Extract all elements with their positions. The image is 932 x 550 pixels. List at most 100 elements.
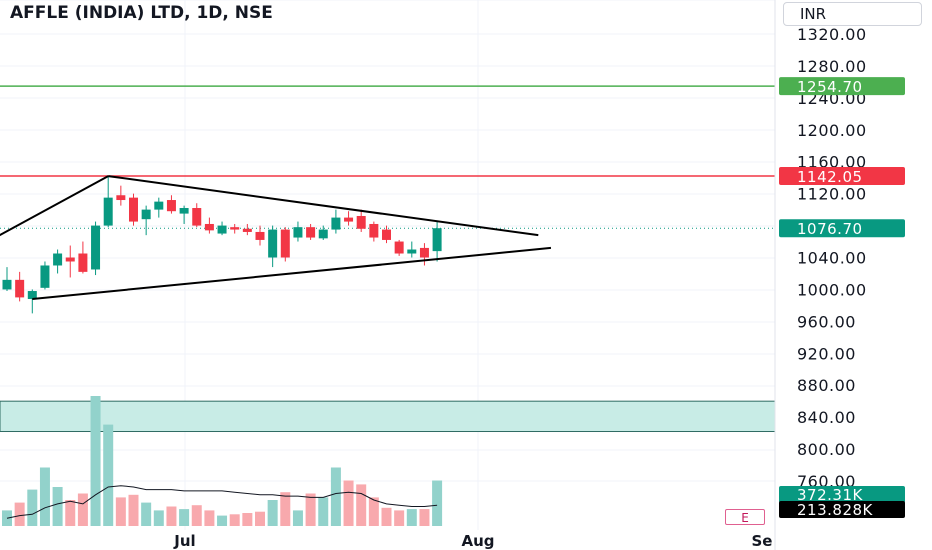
candle-body[interactable] bbox=[40, 265, 50, 288]
trendline[interactable] bbox=[0, 175, 109, 241]
trendline[interactable] bbox=[32, 246, 552, 301]
price-tag bbox=[779, 219, 905, 238]
price-tick-label: 1200.00 bbox=[797, 121, 867, 140]
volume-bar bbox=[52, 487, 63, 526]
volume-bar bbox=[166, 506, 177, 526]
candle-body[interactable] bbox=[179, 208, 189, 214]
volume-bar bbox=[368, 497, 379, 526]
volume-bar bbox=[356, 484, 367, 526]
candle-body[interactable] bbox=[419, 247, 429, 258]
price-tick-label: 800.00 bbox=[797, 440, 856, 459]
candle-body[interactable] bbox=[192, 208, 202, 226]
volume-bar bbox=[330, 467, 341, 526]
volume-bar bbox=[128, 494, 139, 526]
candle-body[interactable] bbox=[217, 225, 227, 234]
candle-body[interactable] bbox=[129, 197, 138, 222]
currency-selector[interactable]: INR bbox=[783, 2, 922, 26]
volume-bar bbox=[381, 507, 392, 526]
price-tick-label: 1160.00 bbox=[797, 153, 867, 172]
candle-body[interactable] bbox=[331, 217, 341, 230]
price-tick-label: 880.00 bbox=[797, 376, 856, 395]
candle-body[interactable] bbox=[382, 229, 391, 240]
candle-body[interactable] bbox=[369, 223, 379, 238]
demand-zone bbox=[0, 400, 776, 433]
time-axis[interactable]: Jul Aug Se bbox=[173, 532, 772, 550]
volume-tag-label: 213.828K bbox=[797, 501, 874, 519]
earnings-event-badge[interactable]: E bbox=[725, 509, 765, 525]
candle-body[interactable] bbox=[166, 200, 176, 212]
candle-body[interactable] bbox=[407, 249, 417, 254]
volume-bar bbox=[14, 502, 25, 526]
volume-bar bbox=[292, 510, 303, 526]
price-axis[interactable]: 1320.001280.001240.001200.001160.001120.… bbox=[797, 25, 867, 491]
triangle-trendlines[interactable] bbox=[0, 175, 552, 301]
trendline[interactable] bbox=[108, 175, 539, 237]
candle-body[interactable] bbox=[318, 229, 328, 239]
candle-body[interactable] bbox=[154, 201, 164, 210]
volume-bar bbox=[103, 424, 114, 526]
candle-body[interactable] bbox=[344, 217, 354, 222]
horizontal-levels bbox=[0, 85, 775, 229]
candle-body[interactable] bbox=[230, 227, 240, 230]
candle-body[interactable] bbox=[141, 209, 151, 220]
candle-body[interactable] bbox=[2, 279, 12, 290]
volume-bar bbox=[90, 396, 101, 526]
volume-bar bbox=[432, 480, 443, 526]
time-tick-label: Aug bbox=[461, 532, 494, 550]
candle-body[interactable] bbox=[204, 223, 214, 231]
candle-body[interactable] bbox=[280, 229, 290, 258]
volume-bar bbox=[267, 500, 278, 526]
volume-bar bbox=[255, 511, 265, 526]
volume-bar bbox=[39, 467, 50, 526]
price-tick-label: 1040.00 bbox=[797, 249, 867, 268]
volume-bar bbox=[141, 502, 152, 526]
candle-body[interactable] bbox=[103, 197, 113, 226]
candle-body[interactable] bbox=[255, 231, 265, 240]
volume-bars bbox=[2, 396, 443, 526]
candle-body[interactable] bbox=[432, 228, 442, 252]
price-tick-label: 840.00 bbox=[797, 408, 856, 427]
price-tick-label: 920.00 bbox=[797, 344, 856, 363]
volume-ma-line bbox=[6, 485, 438, 519]
volume-bar bbox=[305, 493, 316, 526]
volume-bar bbox=[229, 514, 240, 526]
time-tick-label: Se bbox=[752, 532, 773, 550]
candle-body[interactable] bbox=[15, 279, 25, 298]
candle-body[interactable] bbox=[394, 241, 404, 254]
volume-bar bbox=[204, 510, 215, 526]
volume-bar bbox=[179, 509, 190, 526]
volume-bar bbox=[115, 497, 126, 526]
candle-body[interactable] bbox=[65, 257, 75, 262]
candle-body[interactable] bbox=[306, 227, 316, 238]
demand-zone-rect bbox=[0, 400, 776, 433]
candle-body[interactable] bbox=[116, 195, 126, 201]
price-tick-label: 1000.00 bbox=[797, 280, 867, 299]
candle-body[interactable] bbox=[268, 229, 278, 258]
candlesticks bbox=[2, 176, 442, 314]
candle-body[interactable] bbox=[91, 225, 101, 270]
price-tick-label: 1320.00 bbox=[797, 25, 867, 44]
volume-bar bbox=[343, 480, 354, 526]
volume-bar bbox=[77, 493, 88, 526]
volume-bar bbox=[242, 513, 253, 526]
price-tag bbox=[779, 77, 905, 96]
price-tag-label: 1142.05 bbox=[797, 168, 863, 186]
volume-bar bbox=[65, 500, 76, 526]
volume-bar bbox=[153, 510, 164, 526]
candle-body[interactable] bbox=[78, 253, 88, 272]
candle-body[interactable] bbox=[53, 253, 63, 266]
volume-bar bbox=[419, 509, 430, 526]
chart-title: AFFLE (INDIA) LTD, 1D, NSE bbox=[10, 3, 273, 23]
volume-moving-average bbox=[6, 485, 438, 519]
price-tick-label: 960.00 bbox=[797, 312, 856, 331]
candle-body[interactable] bbox=[27, 291, 37, 300]
price-tick-label: 1280.00 bbox=[797, 57, 867, 76]
candle-body[interactable] bbox=[293, 227, 303, 238]
candle-body[interactable] bbox=[356, 215, 366, 229]
volume-tag bbox=[779, 501, 905, 518]
candle-body[interactable] bbox=[242, 228, 252, 232]
price-tick-label: 1120.00 bbox=[797, 185, 867, 204]
time-tick-label: Jul bbox=[173, 532, 195, 550]
